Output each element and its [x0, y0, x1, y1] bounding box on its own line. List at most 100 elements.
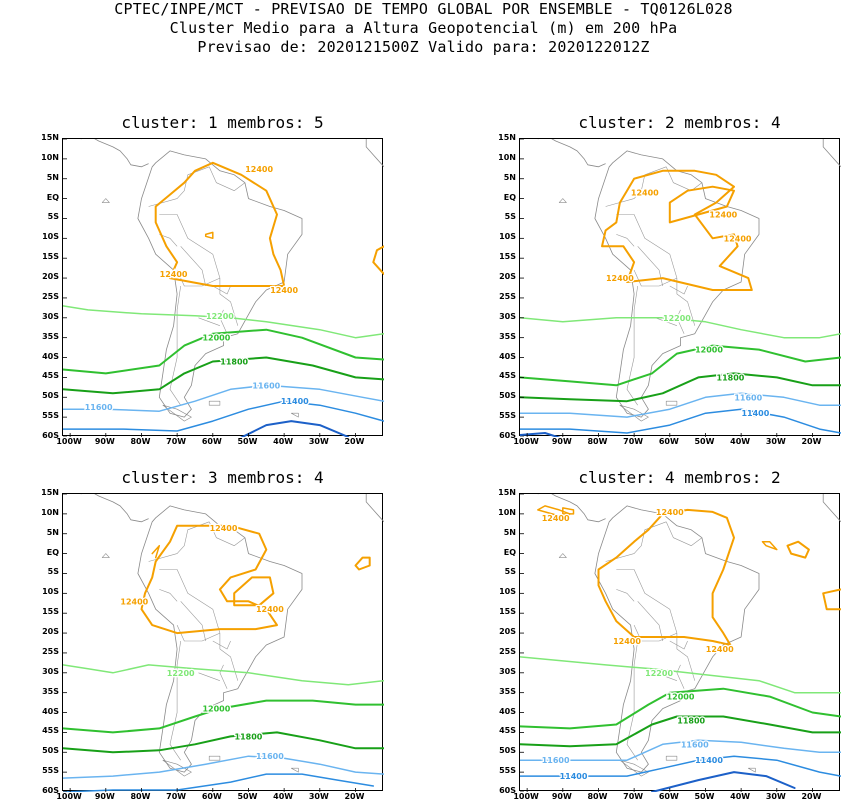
figure-header: CPTEC/INPE/MCT - PREVISAO DE TEMPO GLOBA…: [0, 0, 847, 57]
latitude-label: 20S: [42, 272, 59, 282]
island-outline: [619, 759, 649, 777]
latitude-label: 5N: [503, 527, 516, 537]
country-border: [665, 166, 703, 191]
longitude-label: 20W: [344, 437, 365, 446]
island-outline: [748, 767, 756, 773]
contour-label: 11800: [717, 373, 745, 382]
country-border: [637, 601, 663, 642]
country-border: [626, 640, 638, 761]
contour-line: [520, 687, 841, 730]
contour-line: [520, 344, 841, 387]
country-border: [148, 521, 210, 562]
contour-line: [520, 656, 841, 694]
coastline-africa: [822, 139, 841, 168]
longitude-label: 20W: [344, 792, 365, 801]
latitude-label: 15N: [498, 133, 516, 142]
contour-line: [63, 384, 384, 412]
map-canvas: 12400 12400 12400 12200 12000 11800 11600: [63, 494, 384, 792]
latitude-label: 30S: [42, 311, 59, 321]
country-border: [219, 664, 228, 689]
contour-line: [601, 169, 753, 291]
country-border: [665, 521, 703, 546]
map-canvas: 12400 12400 12400 12200 12000 11800 11600 11600…: [63, 139, 384, 437]
longitude-label: 60W: [201, 437, 222, 446]
latitude-label: 25S: [42, 646, 59, 656]
country-border: [605, 166, 667, 207]
contour-line: [372, 245, 384, 276]
latitude-label: 5S: [504, 567, 516, 577]
contour-label: 12000: [202, 705, 230, 714]
longitude-label: 30W: [308, 437, 329, 446]
longitude-label: 80W: [587, 792, 608, 801]
contour-label: 12200: [167, 669, 195, 678]
country-border: [208, 521, 246, 546]
country-border: [176, 269, 221, 287]
latitude-label: 10S: [42, 587, 59, 597]
latitude-label: 5S: [504, 212, 516, 222]
country-border: [616, 234, 635, 247]
longitude-label: 40W: [273, 792, 294, 801]
longitude-label: 50W: [694, 792, 715, 801]
contour-line: [520, 372, 841, 403]
island-outline: [619, 404, 649, 422]
island-outline: [291, 767, 299, 773]
panel-1-title: cluster: 1 membros: 5: [121, 113, 324, 132]
latitude-label: 35S: [42, 331, 59, 341]
longitude-label: 100W: [56, 437, 82, 446]
country-border: [208, 166, 246, 191]
longitude-label: 80W: [587, 437, 608, 446]
coastline-central-america: [80, 494, 149, 523]
contour-line: [63, 755, 384, 779]
longitude-label: 50W: [237, 437, 258, 446]
island-outline: [208, 755, 221, 761]
longitude-label: 80W: [130, 792, 151, 801]
contour-line: [520, 392, 841, 418]
longitude-label: 70W: [166, 437, 187, 446]
latitude-label: 30S: [499, 311, 516, 321]
contour-line: [63, 664, 384, 686]
latitude-label: 25S: [499, 291, 516, 301]
contour-line: [151, 544, 161, 559]
map-canvas: 12400 12400 12400 12400 12200 12000 11800 11600…: [520, 139, 841, 437]
longitude-label: 90W: [94, 437, 115, 446]
latitude-label: 30S: [42, 666, 59, 676]
header-line-3: Previsao de: 2020121500Z Valido para: 20…: [197, 38, 650, 56]
longitude-label: 20W: [801, 437, 822, 446]
contour-label: 12000: [667, 693, 695, 702]
contour-label: 12400: [120, 597, 148, 606]
contour-label: 11800: [235, 732, 263, 741]
latitude-label: 55S: [499, 411, 516, 421]
country-border: [616, 214, 696, 326]
latitude-label: 20S: [499, 627, 516, 637]
latitude-label: 60S: [42, 786, 59, 795]
latitude-label: 50S: [42, 391, 59, 401]
latitude-label: 50S: [499, 391, 516, 401]
coastline-central-america: [80, 139, 149, 168]
island-outline: [101, 553, 110, 558]
country-border: [180, 601, 206, 642]
longitude-label: 90W: [551, 437, 572, 446]
contour-line: [204, 231, 214, 240]
contour-label: 12400: [256, 605, 284, 614]
latitude-label: 10N: [41, 152, 59, 162]
latitude-label: 15N: [498, 488, 516, 497]
contour-line: [786, 540, 810, 559]
latitude-label: 15N: [41, 488, 59, 497]
contour-label: 11600: [85, 403, 113, 412]
longitude-label: 60W: [658, 437, 679, 446]
latitude-label: 10S: [499, 232, 516, 242]
contour-line: [562, 507, 575, 515]
contour-label: 12400: [270, 286, 298, 295]
latitude-label: 5S: [47, 567, 59, 577]
coastline-south-america: [594, 150, 760, 418]
latitude-label: 5N: [503, 172, 516, 182]
contour-line: [63, 400, 384, 432]
longitude-label: 100W: [56, 792, 82, 801]
contour-label: 12400: [160, 270, 188, 279]
contour-label: 12000: [695, 346, 723, 355]
island-outline: [558, 198, 567, 203]
contour-label: 12200: [206, 312, 234, 321]
contour-line: [651, 771, 796, 792]
latitude-label: 35S: [499, 331, 516, 341]
panel-2-title: cluster: 2 membros: 4: [578, 113, 781, 132]
